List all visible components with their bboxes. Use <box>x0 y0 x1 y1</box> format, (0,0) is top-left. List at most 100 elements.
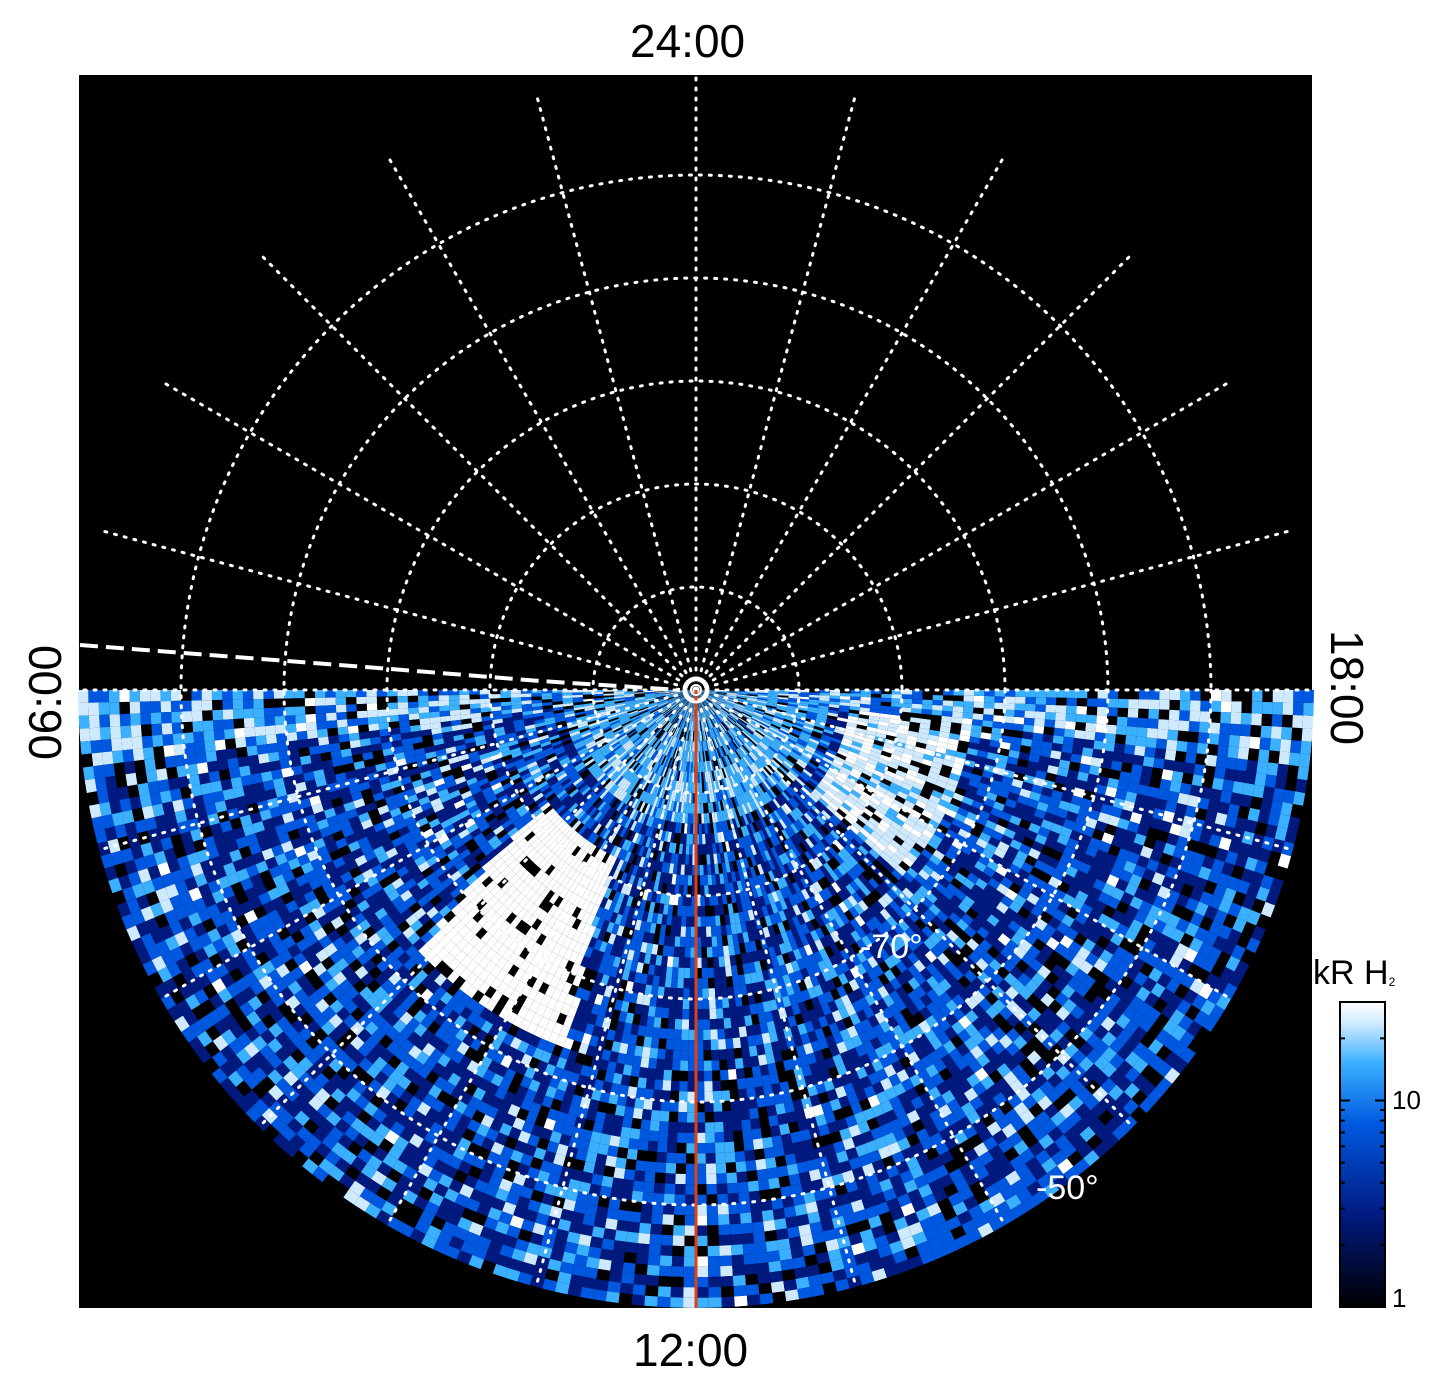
emission-cell <box>679 957 685 968</box>
emission-cell <box>668 1018 676 1029</box>
emission-cell <box>912 704 923 709</box>
emission-cell <box>983 714 994 721</box>
emission-cell <box>982 720 993 727</box>
emission-cell <box>347 718 358 726</box>
emission-cell <box>439 706 450 712</box>
emission-cell <box>668 946 675 957</box>
emission-cell <box>901 703 912 708</box>
emission-cell <box>470 699 481 704</box>
emission-cell <box>680 937 686 948</box>
emission-cell <box>378 722 389 730</box>
emission-cell <box>871 694 882 698</box>
emission-cell <box>387 696 398 703</box>
emission-cell <box>963 707 974 714</box>
emission-cell <box>368 717 379 725</box>
emission-cell <box>963 701 974 707</box>
emission-cell <box>669 998 676 1009</box>
emission-cell <box>1014 717 1025 725</box>
emission-cell <box>953 706 964 712</box>
emission-cell <box>703 999 710 1010</box>
emission-cell <box>675 926 681 937</box>
emission-cell <box>713 957 720 968</box>
emission-cell <box>912 695 923 700</box>
emission-cell <box>686 834 690 845</box>
emission-cell <box>439 711 450 717</box>
emission-cell <box>684 968 690 978</box>
emission-cell <box>709 988 716 999</box>
emission-cell <box>542 693 552 697</box>
emission-cell <box>668 1008 676 1019</box>
emission-cell <box>719 967 726 978</box>
emission-cell <box>531 693 541 697</box>
emission-cell <box>922 695 932 700</box>
emission-cell <box>1024 711 1035 719</box>
emission-cell <box>459 700 470 705</box>
emission-cell <box>428 695 438 701</box>
emission-cell <box>673 957 680 968</box>
emission-cell <box>665 977 672 988</box>
emission-cell <box>683 988 690 999</box>
emission-cell <box>689 844 693 854</box>
emission-cell <box>368 723 379 731</box>
emission-cell <box>521 694 531 698</box>
emission-cell <box>542 696 553 700</box>
emission-cell <box>974 702 985 709</box>
emission-cell <box>684 865 688 875</box>
emission-cell <box>470 704 481 709</box>
emission-cell <box>664 987 671 998</box>
emission-cell <box>419 712 430 719</box>
emission-cell <box>669 936 675 947</box>
emission-cell <box>881 698 892 703</box>
emission-cell <box>1024 718 1035 726</box>
emission-cell <box>708 968 715 979</box>
emission-cell <box>367 697 378 704</box>
emission-cell <box>731 1017 739 1028</box>
emission-cell <box>398 714 409 721</box>
emission-cell <box>449 705 460 711</box>
emission-cell <box>984 702 995 709</box>
emission-cell <box>722 997 730 1008</box>
emission-cell <box>721 987 728 998</box>
emission-cell <box>675 936 681 947</box>
emission-cell <box>684 978 691 989</box>
emission-cell <box>703 865 707 875</box>
emission-cell <box>892 694 903 699</box>
emission-cell <box>686 916 691 926</box>
emission-cell <box>701 906 706 917</box>
emission-cell <box>983 708 994 715</box>
emission-cell <box>667 956 674 967</box>
emission-cell <box>684 958 690 968</box>
emission-cell <box>347 711 358 719</box>
emission-cell <box>702 968 708 978</box>
emission-cell <box>701 937 707 947</box>
emission-cell <box>684 875 689 886</box>
emission-cell <box>962 712 973 719</box>
emission-cell <box>700 865 704 876</box>
emission-cell <box>703 844 707 855</box>
emission-cell <box>703 1009 710 1020</box>
emission-cell <box>994 703 1005 710</box>
emission-cell <box>703 1019 710 1030</box>
emission-cell <box>521 697 531 701</box>
emission-cell <box>698 793 701 803</box>
emission-cell <box>1025 704 1036 712</box>
emission-cell <box>682 1009 689 1020</box>
emission-cell <box>712 947 718 958</box>
emission-cell <box>702 978 709 989</box>
emission-cell <box>357 718 368 726</box>
emission-cell <box>356 704 367 712</box>
emission-cell <box>711 926 717 937</box>
emission-cell <box>500 694 511 698</box>
emission-cell <box>699 834 703 844</box>
emission-cell <box>418 696 428 702</box>
emission-cell <box>973 708 984 715</box>
emission-cell <box>460 704 471 710</box>
emission-cell <box>469 695 480 700</box>
emission-cell <box>718 956 725 967</box>
emission-cell <box>720 977 727 988</box>
emission-cell <box>356 697 367 704</box>
emission-cell <box>708 978 715 989</box>
emission-cell <box>480 699 491 704</box>
emission-cell <box>682 1019 689 1030</box>
